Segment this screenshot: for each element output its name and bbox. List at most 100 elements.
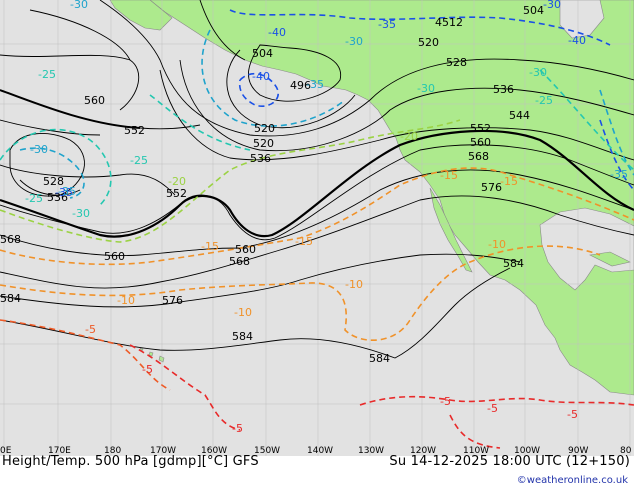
temp-label: -5 bbox=[142, 363, 153, 376]
temp-label: -15 bbox=[295, 235, 313, 248]
height-label: 568 bbox=[229, 255, 250, 268]
temp-contours-warmer bbox=[0, 319, 171, 391]
height-label: 496 bbox=[290, 79, 311, 92]
height-label: 504 bbox=[252, 47, 273, 60]
credit-link[interactable]: ©weatheronline.co.uk bbox=[516, 475, 628, 486]
temp-label: -30 bbox=[543, 0, 561, 11]
height-label: 584 bbox=[0, 292, 21, 305]
temp-label: -35 bbox=[610, 168, 628, 181]
hawaii-islands bbox=[139, 347, 165, 363]
height-label: 520 bbox=[253, 137, 274, 150]
height-contour-552-bold bbox=[0, 129, 634, 238]
height-label: 560 bbox=[104, 250, 125, 263]
temp-label: -35 bbox=[378, 18, 396, 31]
height-label: 584 bbox=[503, 257, 524, 270]
temp-label: -20 bbox=[168, 175, 186, 188]
weather-map: 504 4512 520 528 536 544 552 560 568 576… bbox=[0, 0, 634, 456]
height-label: 560 bbox=[235, 243, 256, 256]
height-label: 528 bbox=[446, 56, 467, 69]
height-label: 552 bbox=[166, 187, 187, 200]
longitude-label: 100W bbox=[514, 446, 540, 456]
temp-label: -25 bbox=[535, 94, 553, 107]
temp-label: -10 bbox=[234, 306, 252, 319]
height-label: 584 bbox=[369, 352, 390, 365]
height-label: 576 bbox=[162, 294, 183, 307]
height-label: 552 bbox=[470, 122, 491, 135]
north-america-land bbox=[149, 0, 634, 396]
height-label: 544 bbox=[509, 109, 530, 122]
temp-label: -25 bbox=[25, 192, 43, 205]
height-label: 576 bbox=[481, 181, 502, 194]
temp-label: -10 bbox=[117, 294, 135, 307]
temp-label: -10 bbox=[345, 278, 363, 291]
temp-label: -5 bbox=[487, 402, 498, 415]
temp-label: -5 bbox=[440, 395, 451, 408]
temp-contours-mild bbox=[0, 119, 461, 243]
height-label: 584 bbox=[232, 330, 253, 343]
longitude-label: 130W bbox=[358, 446, 384, 456]
temp-label: -30 bbox=[70, 0, 88, 11]
height-label: 552 bbox=[124, 124, 145, 137]
longitude-label: 160W bbox=[201, 446, 227, 456]
baja-land bbox=[429, 187, 473, 273]
hudson-bay bbox=[559, 0, 605, 39]
longitude-label: 170E bbox=[48, 446, 71, 456]
temp-label: -35 bbox=[306, 78, 324, 91]
longitude-label: 80 bbox=[620, 446, 632, 456]
height-label: 568 bbox=[468, 150, 489, 163]
longitude-label: 120W bbox=[410, 446, 436, 456]
footer-bar bbox=[0, 456, 634, 490]
longitude-label: 90W bbox=[568, 446, 588, 456]
height-label: 536 bbox=[47, 191, 68, 204]
temp-contours-warm bbox=[0, 167, 634, 341]
gulf-of-mexico bbox=[539, 207, 634, 291]
temp-label: -35 bbox=[58, 185, 76, 198]
valid-time: Su 14-12-2025 18:00 UTC (12+150) bbox=[389, 454, 630, 469]
temp-contours-cold bbox=[19, 29, 634, 199]
height-label: 536 bbox=[250, 152, 271, 165]
height-label: 536 bbox=[493, 83, 514, 96]
longitude-label: 140W bbox=[307, 446, 333, 456]
temp-labels: -40 -35 -30 -25 -25 -20 -30 -35 -30 -25 … bbox=[25, 0, 628, 435]
temp-contours-hot bbox=[129, 344, 634, 449]
longitude-labels: 0E 170E 180 170W 160W 150W 140W 130W 120… bbox=[0, 446, 632, 456]
temp-label: -10 bbox=[488, 238, 506, 251]
temp-label: -30 bbox=[72, 207, 90, 220]
map-title: Height/Temp. 500 hPa [gdmp][°C] GFS bbox=[2, 454, 259, 469]
height-label: 560 bbox=[470, 136, 491, 149]
temp-label: -15 bbox=[201, 240, 219, 253]
height-label: 560 bbox=[84, 94, 105, 107]
height-label: 528 bbox=[43, 175, 64, 188]
temp-label: -30 bbox=[30, 143, 48, 156]
temp-label: -40 bbox=[268, 26, 286, 39]
temp-label: -30 bbox=[417, 82, 435, 95]
longitude-label: 150W bbox=[254, 446, 280, 456]
longitude-label: 110W bbox=[463, 446, 489, 456]
temp-label: -40 bbox=[252, 70, 270, 83]
height-label: 4512 bbox=[435, 16, 463, 29]
height-labels: 504 4512 520 528 536 544 552 560 568 576… bbox=[0, 4, 544, 365]
longitude-label: 170W bbox=[150, 446, 176, 456]
temp-label: -30 bbox=[345, 35, 363, 48]
longitude-label: 180 bbox=[104, 446, 121, 456]
temp-label: -5 bbox=[232, 422, 243, 435]
temp-label: -40 bbox=[568, 34, 586, 47]
temp-label: -5 bbox=[85, 323, 96, 336]
temp-contours-cool bbox=[0, 69, 634, 206]
temp-label: -35 bbox=[55, 186, 73, 199]
height-contour-560-bold bbox=[0, 89, 141, 129]
temp-label: -20 bbox=[400, 130, 418, 143]
longitude-label: 0E bbox=[0, 446, 12, 456]
temp-label: -30 bbox=[529, 66, 547, 79]
height-label: 520 bbox=[418, 36, 439, 49]
height-label: 504 bbox=[523, 4, 544, 17]
height-label: 568 bbox=[0, 233, 21, 246]
height-label: 520 bbox=[254, 122, 275, 135]
temp-label: -25 bbox=[130, 154, 148, 167]
temp-label: -5 bbox=[567, 408, 578, 421]
temp-contours-very-cold bbox=[229, 9, 634, 191]
temp-label: -25 bbox=[38, 68, 56, 81]
temp-label: -15 bbox=[440, 169, 458, 182]
temp-label: -15 bbox=[500, 175, 518, 188]
